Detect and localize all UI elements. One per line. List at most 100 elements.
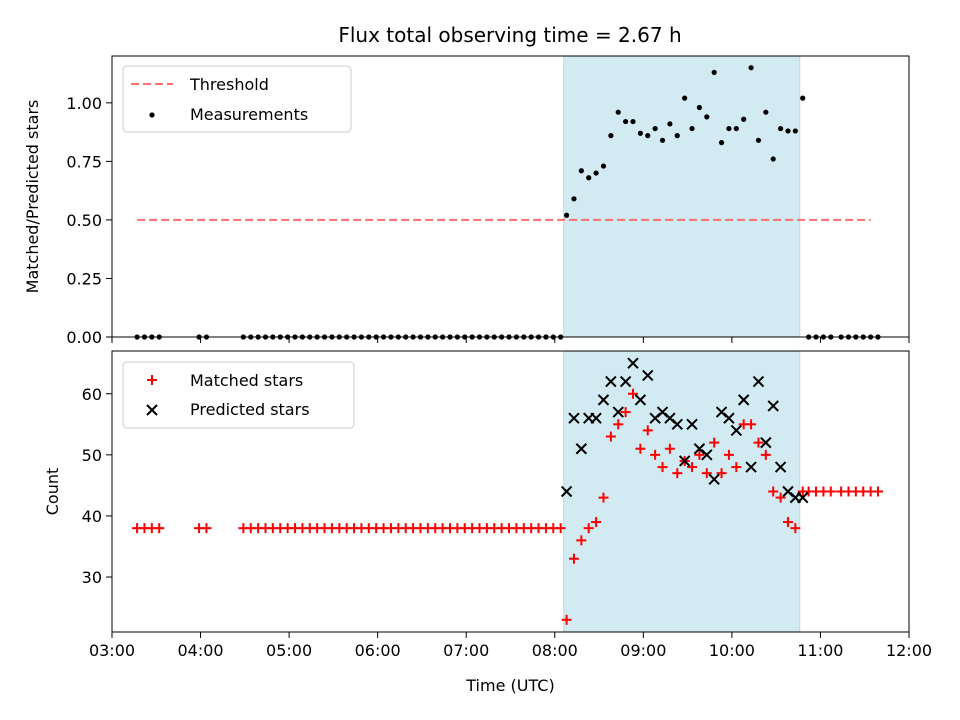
measurement-point <box>667 121 673 127</box>
predicted-star-point <box>723 412 735 424</box>
measurement-point <box>659 137 666 143</box>
ratio-y-axis-label: Matched/Predicted stars <box>23 100 42 294</box>
measurement-point <box>593 170 599 176</box>
predicted-star-point <box>752 375 765 388</box>
count-legend: Matched stars Predicted stars <box>122 361 355 429</box>
legend-label: Matched stars <box>190 371 303 390</box>
legend-predicted-swatch <box>146 404 158 416</box>
matched-star-point <box>753 437 764 448</box>
matched-star-point <box>694 449 705 460</box>
measurement-point <box>777 125 784 132</box>
matched-star-point <box>555 523 566 534</box>
count-y-axis-label: Count <box>43 468 62 516</box>
matched-star-point <box>723 449 734 460</box>
matched-star-point <box>598 492 609 503</box>
matched-star-point <box>825 486 836 497</box>
observing-window-span <box>563 55 801 338</box>
measurement-point <box>704 114 710 120</box>
predicted-star-point <box>627 357 639 369</box>
matched-star-point <box>635 443 646 454</box>
measurement-point <box>623 118 629 125</box>
predicted-star-point <box>737 394 750 406</box>
measurement-point <box>637 130 643 136</box>
count-y-ticks: 30 40 50 60 <box>82 385 112 587</box>
measurement-point <box>571 196 577 202</box>
matched-star-point <box>620 407 631 418</box>
y-tick-label: 30 <box>82 568 102 587</box>
ratio-y-ticks: 0.00 0.25 0.50 0.75 1.00 <box>66 94 112 347</box>
predicted-star-point <box>568 412 580 424</box>
predicted-star-point <box>701 449 713 461</box>
measurement-point <box>741 116 747 122</box>
x-tick-label: 10:00 <box>709 641 755 660</box>
matched-star-point <box>687 462 698 473</box>
x-tick-label: 07:00 <box>443 641 489 660</box>
matched-star-point <box>657 462 668 473</box>
predicted-star-point <box>605 375 617 388</box>
measurement-point <box>726 125 732 132</box>
measurement-point <box>733 125 739 132</box>
count-plot-frame <box>111 350 910 633</box>
matched-star-point <box>672 468 683 479</box>
chart-title: Flux total observing time = 2.67 h <box>338 23 681 47</box>
y-tick-label: 60 <box>82 385 102 404</box>
matched-star-point <box>568 553 579 564</box>
measurement-point <box>674 133 680 139</box>
matched-star-point <box>746 419 757 430</box>
measurement-point <box>763 109 769 115</box>
predicted-star-point <box>797 491 809 504</box>
predicted-star-point <box>708 473 720 485</box>
matched-star-point <box>201 523 212 534</box>
measurement-point <box>718 140 725 146</box>
predicted-star-point <box>597 394 610 406</box>
predicted-star-point <box>774 461 787 473</box>
x-tick-label: 04:00 <box>178 641 224 660</box>
measurement-point <box>578 168 584 174</box>
matched-star-point <box>650 449 661 460</box>
y-tick-label: 40 <box>82 507 102 526</box>
observing-window-span <box>563 350 801 633</box>
predicted-star-point <box>686 418 698 431</box>
x-tick-label: 09:00 <box>620 641 666 660</box>
predicted-star-point <box>619 375 632 388</box>
legend-label: Threshold <box>189 75 269 94</box>
measurement-point <box>748 65 754 71</box>
measurement-point <box>785 128 791 134</box>
predicted-star-point <box>634 394 647 406</box>
predicted-star-point <box>671 418 683 431</box>
measurement-point <box>689 125 695 132</box>
legend-box <box>122 361 355 429</box>
matched-star-point <box>664 443 675 454</box>
matched-star-point <box>613 419 624 430</box>
matched-star-point <box>790 523 801 534</box>
y-tick-label: 0.00 <box>66 328 102 347</box>
matched-star-point <box>628 388 639 399</box>
matched-star-point <box>716 468 727 479</box>
y-tick-label: 50 <box>82 446 102 465</box>
predicted-star-point <box>760 436 772 449</box>
matched-star-point <box>701 468 712 479</box>
measurement-point <box>800 95 806 101</box>
x-tick-label: 08:00 <box>532 641 578 660</box>
measurement-point <box>755 137 762 143</box>
matched-star-point <box>583 523 594 534</box>
y-tick-label: 0.75 <box>66 152 102 171</box>
x-tick-label: 12:00 <box>886 641 932 660</box>
matched-star-point <box>605 431 616 442</box>
measurement-point <box>696 104 703 111</box>
measurement-point <box>563 212 570 218</box>
legend-label: Predicted stars <box>190 400 310 419</box>
ratio-legend: Threshold Measurements <box>122 65 352 133</box>
measurement-point <box>608 133 614 139</box>
predicted-star-point <box>745 461 757 473</box>
matched-star-point <box>768 486 779 497</box>
y-tick-label: 1.00 <box>66 94 102 113</box>
x-tick-label: 03:00 <box>89 641 135 660</box>
measurement-point <box>770 156 776 162</box>
matched-star-point <box>731 462 742 473</box>
y-tick-label: 0.25 <box>66 269 102 288</box>
legend-label: Measurements <box>190 105 308 124</box>
measurement-point <box>645 133 651 139</box>
x-tick-label: 11:00 <box>797 641 843 660</box>
matched-star-point <box>576 535 587 546</box>
